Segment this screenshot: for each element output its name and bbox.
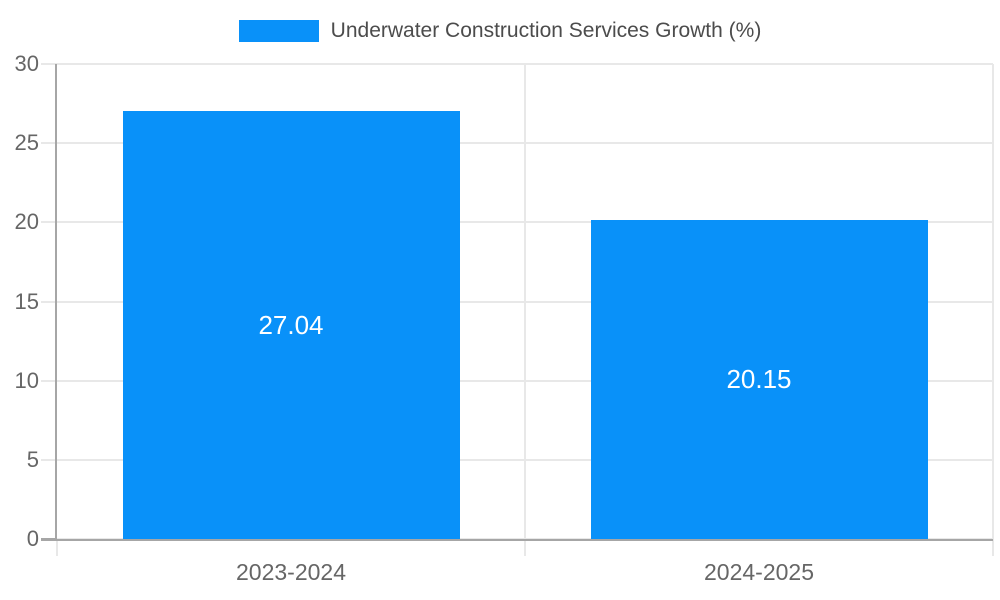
- gridline-vertical: [992, 64, 994, 539]
- legend-label: Underwater Construction Services Growth …: [330, 19, 762, 42]
- x-axis-tick-label: 2024-2025: [704, 559, 814, 585]
- x-tick-mark: [992, 539, 994, 556]
- y-axis-tick-label: 0: [26, 526, 39, 551]
- x-axis-tick-label: 2023-2024: [236, 559, 346, 585]
- x-tick-mark: [524, 539, 526, 556]
- bar[interactable]: [590, 219, 928, 539]
- y-tick-mark: [41, 63, 57, 65]
- y-axis-line: [55, 64, 57, 541]
- y-axis-tick-label: 25: [14, 130, 39, 156]
- y-axis-tick-label: 30: [14, 51, 39, 76]
- y-axis-tick-label: 10: [14, 367, 39, 393]
- x-tick-mark: [56, 539, 58, 556]
- y-axis-tick-label: 15: [14, 288, 39, 314]
- y-axis-tick-label: 20: [14, 209, 39, 235]
- gridline-vertical: [524, 64, 526, 539]
- y-tick-mark: [41, 142, 57, 145]
- legend-swatch: [238, 20, 319, 42]
- y-tick-mark: [41, 379, 57, 382]
- y-tick-mark: [41, 300, 57, 303]
- y-axis-tick-label: 5: [26, 446, 39, 472]
- x-axis-line: [41, 539, 993, 541]
- y-tick-mark: [41, 221, 57, 224]
- legend[interactable]: Underwater Construction Services Growth …: [0, 18, 1000, 44]
- y-tick-mark: [41, 458, 57, 461]
- bar-value-label: 20.15: [726, 364, 792, 395]
- bar[interactable]: [122, 110, 460, 539]
- bar-value-label: 27.04: [258, 309, 324, 340]
